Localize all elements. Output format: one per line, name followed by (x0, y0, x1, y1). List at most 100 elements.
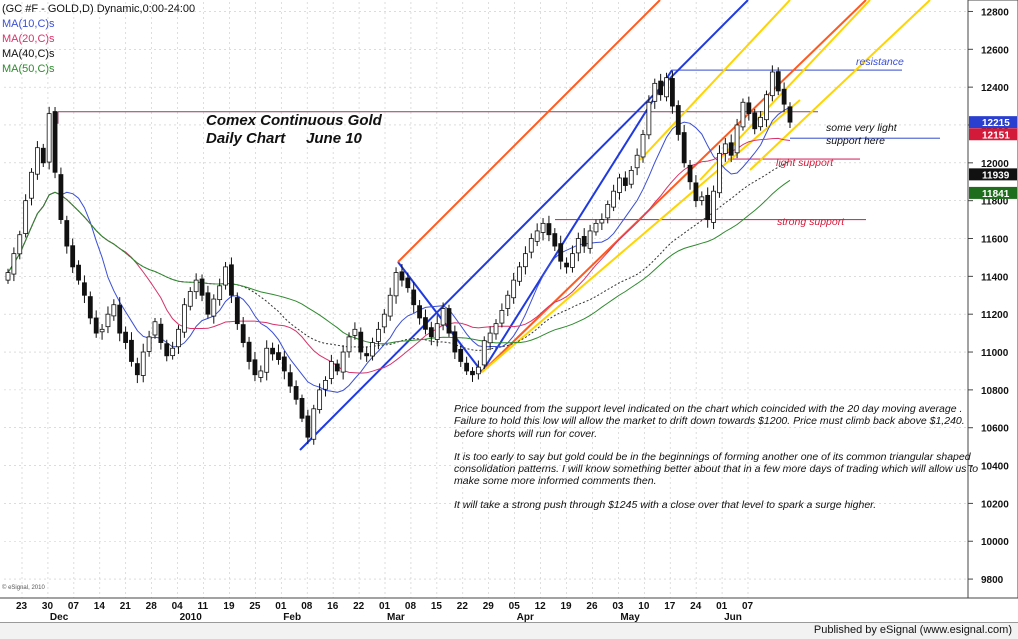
commentary-p1: Price bounced from the support level ind… (454, 403, 965, 440)
light-support-label: light support (776, 157, 834, 169)
candle-body (446, 308, 452, 334)
candle-body (405, 277, 411, 289)
candle-body (17, 234, 23, 255)
very-light-support-label-2: support here (826, 135, 885, 147)
chart-title-line1: Comex Continuous Gold (206, 112, 382, 129)
x-tick-label: 30 (42, 601, 54, 612)
fork-yellow-1 (639, 0, 791, 161)
x-tick-label: 10 (638, 601, 650, 612)
candle-body (517, 266, 522, 282)
candle-body (664, 77, 669, 98)
candle-body (370, 342, 375, 357)
candle-body (493, 323, 499, 335)
candle-body (334, 363, 340, 372)
x-month-label: Feb (283, 612, 301, 622)
candle-body (146, 336, 152, 352)
candle-body (628, 169, 634, 185)
candle-body (411, 289, 417, 306)
legend-ma20: MA(20,C)s (2, 33, 55, 45)
candle-body (387, 294, 393, 317)
y-axis-panel (967, 0, 1018, 599)
candle-body (728, 142, 734, 156)
x-month-label: Mar (387, 612, 405, 622)
candle-body (211, 298, 217, 317)
x-tick-label: 26 (586, 601, 598, 612)
candle-body (687, 164, 693, 183)
candle-body (258, 370, 264, 378)
candle-body (11, 253, 17, 275)
candle-body (93, 317, 99, 334)
candle-body (740, 101, 746, 128)
y-tick-label: 10800 (981, 386, 1009, 397)
fork-yellow-3 (749, 0, 931, 171)
candle-body (617, 177, 622, 193)
x-tick-label: 21 (120, 601, 132, 612)
candle-body (299, 397, 305, 419)
candle-body (599, 219, 605, 224)
y-tick-label: 11000 (981, 348, 1009, 359)
x-tick-label: 01 (716, 601, 728, 612)
candle-body (764, 94, 769, 121)
footer-bar: Published by eSignal (www.esignal.com) (0, 622, 1018, 639)
x-tick-label: 17 (664, 601, 676, 612)
commentary: Price bounced from the support level ind… (454, 403, 984, 522)
price-box (969, 128, 1017, 141)
candle-body (234, 297, 240, 325)
x-tick-label: 29 (483, 601, 495, 612)
candle-body (734, 124, 740, 154)
x-tick-label: 04 (172, 601, 184, 612)
candle-body (252, 359, 258, 376)
candle-body (646, 101, 652, 136)
strong-support-label: strong support (777, 216, 845, 228)
price-box (969, 116, 1017, 129)
candle-body (152, 321, 158, 336)
candle-body (346, 336, 352, 353)
candle-body (717, 152, 722, 194)
x-tick-label: 22 (457, 601, 469, 612)
fork-yellow-4 (481, 99, 801, 373)
candle-body (434, 323, 440, 340)
y-tick-label: 11600 (981, 235, 1009, 246)
candle-body (76, 264, 81, 281)
chart-background (0, 0, 1018, 622)
x-tick-label: 05 (509, 601, 521, 612)
candle-body (158, 323, 164, 343)
x-tick-label: 07 (68, 601, 80, 612)
y-tick-label: 10600 (981, 424, 1009, 435)
y-tick-label: 12400 (981, 83, 1009, 94)
candle-body (470, 370, 475, 376)
candle-body (399, 271, 405, 281)
x-tick-label: 24 (690, 601, 702, 612)
candle-body (428, 327, 434, 338)
candle-body (40, 147, 46, 164)
candle-body (264, 347, 270, 373)
candle-body (270, 347, 275, 355)
candle-body (352, 328, 358, 336)
candle-body (540, 222, 546, 233)
candle-body (746, 102, 752, 115)
candle-body (5, 272, 11, 281)
price-box (969, 186, 1017, 199)
candle-body (487, 332, 493, 344)
candle-body (87, 296, 93, 319)
candle-body (523, 253, 528, 268)
copyright-note: © eSignal, 2010 (2, 585, 45, 591)
x-month-label: May (620, 612, 640, 622)
x-tick-label: 08 (301, 601, 313, 612)
chart-grid (4, 2, 968, 598)
candle-body (593, 222, 599, 233)
candle-body (140, 351, 146, 376)
candle-body (117, 304, 123, 334)
resistance-label: resistance (856, 56, 904, 68)
x-tick-label: 22 (353, 601, 365, 612)
candle-body (564, 262, 569, 268)
price-box-label: 12151 (982, 130, 1010, 141)
candle-body (281, 356, 287, 372)
candle-body (640, 134, 646, 158)
fork-orange-upper (397, 0, 661, 263)
x-month-label: Jun (724, 612, 742, 622)
candle-body (711, 190, 716, 223)
y-tick-label: 10000 (981, 537, 1009, 548)
price-chart: 9800 10000 10200 10400 10600 10800 11000 11200 1… (0, 0, 1018, 622)
x-tick-label: 23 (16, 601, 28, 612)
